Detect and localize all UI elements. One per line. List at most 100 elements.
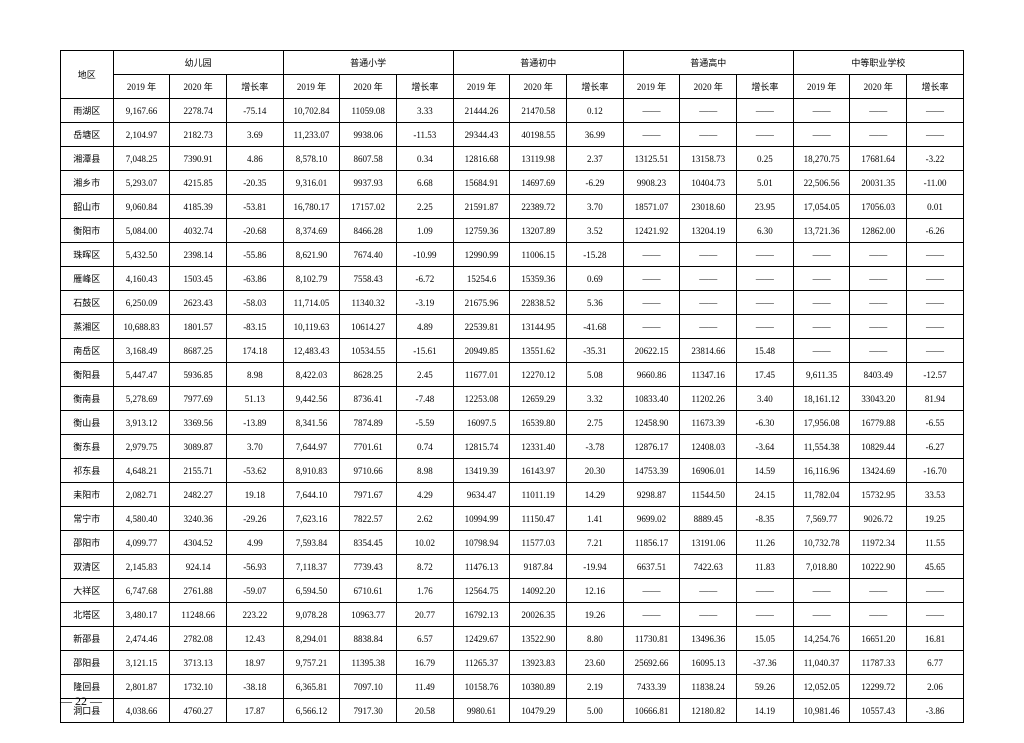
data-cell: 11.49 bbox=[397, 675, 454, 699]
data-cell: 4215.85 bbox=[170, 171, 227, 195]
data-cell: 13419.39 bbox=[453, 459, 510, 483]
data-cell: 11202.26 bbox=[680, 387, 737, 411]
data-cell: —— bbox=[623, 99, 680, 123]
data-cell: —— bbox=[623, 315, 680, 339]
data-cell: 10,981.46 bbox=[793, 699, 850, 723]
data-cell: 10829.44 bbox=[850, 435, 907, 459]
data-cell: 2.37 bbox=[567, 147, 624, 171]
data-cell: 3,168.49 bbox=[113, 339, 170, 363]
data-cell: 924.14 bbox=[170, 555, 227, 579]
data-cell: -56.93 bbox=[226, 555, 283, 579]
region-cell: 北塔区 bbox=[61, 603, 114, 627]
data-cell: 6710.61 bbox=[340, 579, 397, 603]
region-cell: 衡南县 bbox=[61, 387, 114, 411]
data-cell: 3369.56 bbox=[170, 411, 227, 435]
region-cell: 衡东县 bbox=[61, 435, 114, 459]
region-cell: 大祥区 bbox=[61, 579, 114, 603]
data-cell: 9710.66 bbox=[340, 459, 397, 483]
data-cell: 20.30 bbox=[567, 459, 624, 483]
subcol-header: 增长率 bbox=[907, 75, 964, 99]
subcol-header: 2020 年 bbox=[340, 75, 397, 99]
data-cell: 14.59 bbox=[737, 459, 794, 483]
data-cell: —— bbox=[680, 291, 737, 315]
subcol-header: 2019 年 bbox=[453, 75, 510, 99]
data-cell: 16,780.17 bbox=[283, 195, 340, 219]
data-cell: 223.22 bbox=[226, 603, 283, 627]
data-cell: —— bbox=[907, 123, 964, 147]
data-cell: —— bbox=[850, 315, 907, 339]
data-cell: 4.89 bbox=[397, 315, 454, 339]
header-row-1: 地区 幼儿园 普通小学 普通初中 普通高中 中等职业学校 bbox=[61, 51, 964, 75]
data-cell: 23018.60 bbox=[680, 195, 737, 219]
data-cell: —— bbox=[907, 315, 964, 339]
data-cell: 12990.99 bbox=[453, 243, 510, 267]
data-cell: 8628.25 bbox=[340, 363, 397, 387]
region-cell: 雁峰区 bbox=[61, 267, 114, 291]
data-cell: 4,099.77 bbox=[113, 531, 170, 555]
data-cell: -53.62 bbox=[226, 459, 283, 483]
subcol-header: 增长率 bbox=[567, 75, 624, 99]
table-row: 祁东县4,648.212155.71-53.628,910.839710.668… bbox=[61, 459, 964, 483]
data-cell: 10963.77 bbox=[340, 603, 397, 627]
data-cell: —— bbox=[907, 603, 964, 627]
data-cell: 15732.95 bbox=[850, 483, 907, 507]
data-cell: 11.26 bbox=[737, 531, 794, 555]
data-cell: 2,801.87 bbox=[113, 675, 170, 699]
data-cell: -3.86 bbox=[907, 699, 964, 723]
table-row: 蒸湘区10,688.831801.57-83.1510,119.6310614.… bbox=[61, 315, 964, 339]
data-cell: -63.86 bbox=[226, 267, 283, 291]
data-cell: 11972.34 bbox=[850, 531, 907, 555]
data-cell: 4,648.21 bbox=[113, 459, 170, 483]
data-cell: 9660.86 bbox=[623, 363, 680, 387]
region-cell: 湘潭县 bbox=[61, 147, 114, 171]
data-cell: 12458.90 bbox=[623, 411, 680, 435]
data-cell: 8889.45 bbox=[680, 507, 737, 531]
data-cell: 3.70 bbox=[567, 195, 624, 219]
data-cell: —— bbox=[623, 267, 680, 291]
data-cell: 1.09 bbox=[397, 219, 454, 243]
data-cell: 7,018.80 bbox=[793, 555, 850, 579]
data-cell: 21470.58 bbox=[510, 99, 567, 123]
data-cell: —— bbox=[737, 123, 794, 147]
data-cell: 13,721.36 bbox=[793, 219, 850, 243]
region-cell: 衡山县 bbox=[61, 411, 114, 435]
data-cell: 5936.85 bbox=[170, 363, 227, 387]
data-cell: 8.80 bbox=[567, 627, 624, 651]
data-cell: 18571.07 bbox=[623, 195, 680, 219]
data-cell: 12331.40 bbox=[510, 435, 567, 459]
data-cell: 12759.36 bbox=[453, 219, 510, 243]
data-cell: 9298.87 bbox=[623, 483, 680, 507]
data-cell: 17,956.08 bbox=[793, 411, 850, 435]
data-cell: 0.25 bbox=[737, 147, 794, 171]
data-cell: 11.83 bbox=[737, 555, 794, 579]
region-cell: 衡阳县 bbox=[61, 363, 114, 387]
data-cell: -15.61 bbox=[397, 339, 454, 363]
data-cell: 8736.41 bbox=[340, 387, 397, 411]
data-cell: —— bbox=[850, 267, 907, 291]
data-cell: 5.01 bbox=[737, 171, 794, 195]
data-cell: 7874.89 bbox=[340, 411, 397, 435]
data-cell: 4.29 bbox=[397, 483, 454, 507]
data-cell: —— bbox=[623, 579, 680, 603]
data-cell: 7390.91 bbox=[170, 147, 227, 171]
data-cell: 8,102.79 bbox=[283, 267, 340, 291]
data-cell: —— bbox=[737, 579, 794, 603]
data-cell: 13424.69 bbox=[850, 459, 907, 483]
data-cell: 12429.67 bbox=[453, 627, 510, 651]
data-cell: 9,060.84 bbox=[113, 195, 170, 219]
data-cell: 10380.89 bbox=[510, 675, 567, 699]
data-cell: 13191.06 bbox=[680, 531, 737, 555]
data-cell: 18,161.12 bbox=[793, 387, 850, 411]
data-cell: 23814.66 bbox=[680, 339, 737, 363]
data-cell: 15.48 bbox=[737, 339, 794, 363]
data-cell: -37.36 bbox=[737, 651, 794, 675]
table-row: 邵阳县3,121.153713.1318.979,757.2111395.381… bbox=[61, 651, 964, 675]
data-cell: 16906.01 bbox=[680, 459, 737, 483]
table-row: 雁峰区4,160.431503.45-63.868,102.797558.43-… bbox=[61, 267, 964, 291]
data-cell: 20.77 bbox=[397, 603, 454, 627]
region-cell: 邵阳县 bbox=[61, 651, 114, 675]
data-cell: 4304.52 bbox=[170, 531, 227, 555]
data-cell: 2398.14 bbox=[170, 243, 227, 267]
data-cell: 20031.35 bbox=[850, 171, 907, 195]
data-cell: 10833.40 bbox=[623, 387, 680, 411]
